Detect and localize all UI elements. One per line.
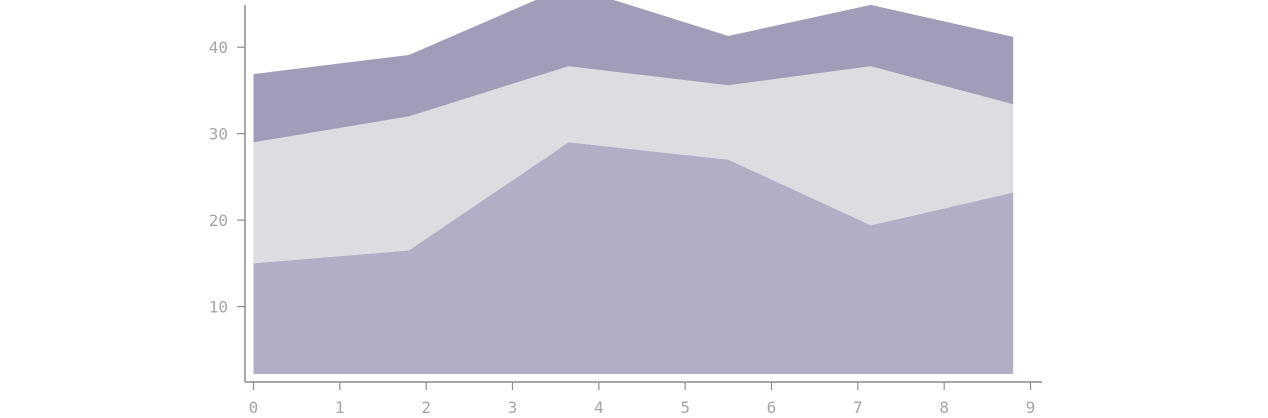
y-tick-label: 40: [209, 38, 228, 57]
area-series-3: [253, 0, 1014, 143]
x-tick-label: 6: [767, 398, 777, 417]
y-tick-label: 30: [209, 125, 228, 144]
y-tick-label: 10: [209, 298, 228, 317]
x-tick-label: 5: [680, 398, 690, 417]
x-tick-label: 2: [421, 398, 431, 417]
x-tick-group: 0 1 2 3 4 5 6 7 8 9: [249, 382, 1036, 417]
y-tick-label: 20: [209, 211, 228, 230]
x-tick-label: 9: [1026, 398, 1036, 417]
area-series-1: [253, 142, 1014, 374]
x-tick-label: 7: [853, 398, 863, 417]
x-tick-label: 4: [594, 398, 604, 417]
x-tick-label: 1: [335, 398, 345, 417]
x-tick-label: 0: [249, 398, 259, 417]
x-tick-label: 8: [939, 398, 949, 417]
x-tick-label: 3: [508, 398, 518, 417]
y-tick-group: 10 20 30 40: [209, 38, 245, 317]
area-series-2: [253, 66, 1014, 264]
area-series-group: [253, 0, 1014, 374]
